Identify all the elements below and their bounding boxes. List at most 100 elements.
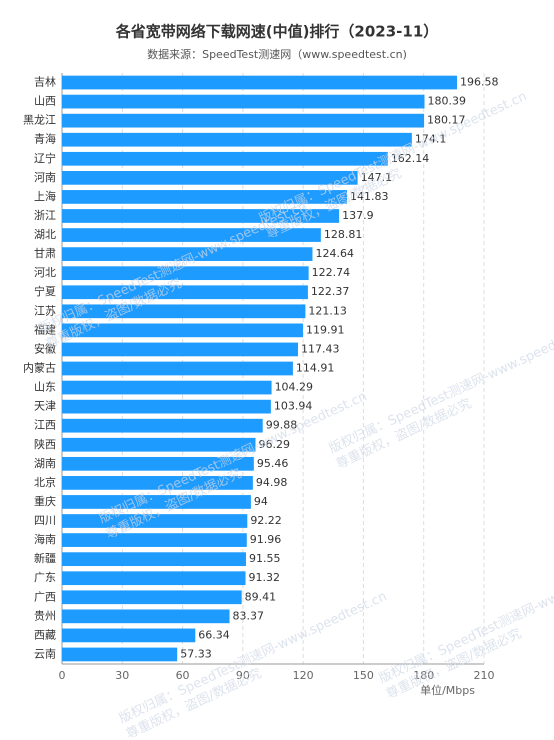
bar <box>62 456 254 471</box>
chart-title: 各省宽带网络下载网速(中值)排行（2023-11） <box>115 23 439 41</box>
bar <box>62 590 242 605</box>
value-label: 103.94 <box>274 400 313 413</box>
value-label: 91.96 <box>250 533 282 546</box>
value-label: 196.58 <box>460 76 499 89</box>
bar <box>62 418 263 433</box>
y-tick-label: 四川 <box>34 514 56 527</box>
bar <box>62 609 230 624</box>
y-tick-label: 广西 <box>34 590 56 603</box>
y-tick-label: 贵州 <box>34 609 56 622</box>
value-label: 94.98 <box>256 476 287 489</box>
x-tick-label: 210 <box>474 669 495 682</box>
bar <box>62 266 309 281</box>
y-tick-label: 江西 <box>34 419 56 432</box>
value-label: 137.9 <box>342 209 374 222</box>
value-label: 66.34 <box>198 628 230 641</box>
value-label: 104.29 <box>275 381 314 394</box>
x-tick-label: 60 <box>176 669 190 682</box>
value-label: 91.55 <box>249 552 281 565</box>
watermark-text: 版权归属：SpeedTest测速网-www.speedtest.cn <box>326 318 554 457</box>
value-label: 124.64 <box>315 247 354 260</box>
x-tick-label: 0 <box>59 669 66 682</box>
value-label: 57.33 <box>180 647 212 660</box>
value-label: 119.91 <box>306 323 345 336</box>
y-tick-label: 新疆 <box>34 551 56 565</box>
x-tick-label: 120 <box>293 669 314 682</box>
value-label: 83.37 <box>233 609 265 622</box>
x-tick-label: 90 <box>236 669 250 682</box>
y-tick-label: 湖南 <box>34 457 56 470</box>
bar <box>62 113 425 128</box>
bar <box>62 323 303 338</box>
value-label: 96.29 <box>258 438 290 451</box>
y-tick-label: 天津 <box>34 400 56 413</box>
y-tick-label: 黑龙江 <box>23 114 56 127</box>
x-tick-label: 150 <box>353 669 374 682</box>
x-tick-label: 30 <box>115 669 129 682</box>
value-label: 141.83 <box>350 190 389 203</box>
bar <box>62 571 246 586</box>
y-tick-label: 湖北 <box>34 228 56 241</box>
y-tick-label: 河北 <box>34 266 56 279</box>
bar <box>62 476 253 490</box>
value-label: 174.1 <box>415 133 447 146</box>
bar <box>62 190 348 204</box>
y-tick-label: 山东 <box>34 381 56 394</box>
value-label: 180.39 <box>427 95 466 108</box>
bar <box>62 628 196 643</box>
bar <box>62 552 246 567</box>
bar <box>62 495 251 509</box>
bar <box>62 380 272 395</box>
y-tick-label: 广东 <box>34 571 56 584</box>
y-tick-label: 陕西 <box>34 437 56 451</box>
bar <box>62 285 308 300</box>
value-label: 121.13 <box>308 304 347 317</box>
value-label: 147.1 <box>361 171 393 184</box>
y-tick-label: 安徽 <box>34 341 56 355</box>
value-label: 128.81 <box>324 228 363 241</box>
bar <box>62 151 388 166</box>
bar <box>62 361 293 376</box>
value-label: 114.91 <box>296 362 335 375</box>
bar <box>62 437 256 452</box>
bar <box>62 132 412 147</box>
value-label: 95.46 <box>257 457 289 470</box>
value-label: 99.88 <box>266 419 298 432</box>
value-label: 122.37 <box>311 285 350 298</box>
y-tick-label: 云南 <box>34 647 56 660</box>
bar <box>62 170 358 185</box>
value-label: 92.22 <box>250 514 282 527</box>
y-tick-label: 吉林 <box>34 75 56 89</box>
y-tick-label: 山西 <box>34 95 56 108</box>
y-tick-label: 浙江 <box>34 209 56 222</box>
y-tick-label: 辽宁 <box>34 151 56 165</box>
y-tick-label: 甘肃 <box>34 247 56 260</box>
watermark: 版权归属：SpeedTest测速网-www.speedtest.cn尊重版权，盗… <box>376 548 554 702</box>
y-tick-label: 福建 <box>34 322 56 336</box>
bar <box>62 75 458 90</box>
bar <box>62 342 298 357</box>
bar <box>62 399 271 414</box>
bar <box>62 209 340 223</box>
value-label: 162.14 <box>391 152 430 165</box>
value-label: 122.74 <box>312 266 351 279</box>
y-tick-label: 上海 <box>34 189 56 203</box>
y-tick-label: 江苏 <box>34 304 56 317</box>
y-tick-label: 青海 <box>34 132 56 146</box>
value-label: 180.17 <box>427 114 466 127</box>
bar <box>62 647 178 662</box>
bar <box>62 533 247 547</box>
y-tick-label: 内蒙古 <box>23 361 56 375</box>
y-tick-label: 海南 <box>34 532 56 546</box>
y-tick-label: 重庆 <box>34 494 56 508</box>
bar <box>62 94 425 109</box>
y-tick-label: 北京 <box>34 475 56 489</box>
value-label: 117.43 <box>301 342 340 355</box>
x-tick-label: 180 <box>413 669 434 682</box>
bar <box>62 228 321 242</box>
x-axis-label: 单位/Mbps <box>420 683 475 697</box>
value-label: 91.32 <box>249 571 280 584</box>
bar <box>62 304 306 319</box>
y-tick-label: 西藏 <box>34 628 56 641</box>
value-label: 94 <box>254 495 268 508</box>
